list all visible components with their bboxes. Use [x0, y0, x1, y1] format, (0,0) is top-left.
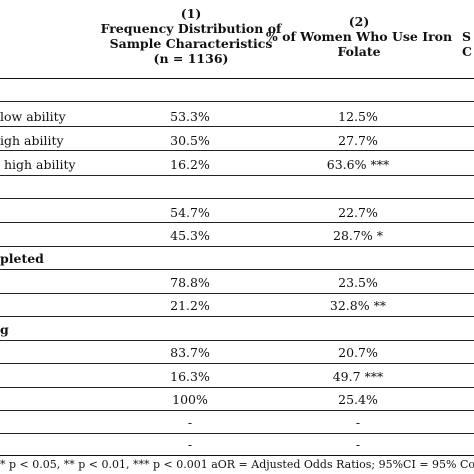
row-divider — [0, 363, 474, 364]
column-header-line: Folate — [337, 44, 381, 59]
frequency-cell: 78.8% — [170, 275, 210, 290]
row-label: igh ability — [0, 133, 64, 148]
bottom-rule — [0, 455, 474, 456]
iron-folate-cell: 25.4% — [338, 392, 378, 407]
row-divider — [0, 340, 474, 341]
column-header-line: (n = 1136) — [153, 51, 229, 66]
row-divider — [0, 222, 474, 223]
frequency-cell: 54.7% — [170, 205, 210, 220]
frequency-cell: 53.3% — [170, 109, 210, 124]
column-header-line: % of Women Who Use Iron — [265, 29, 453, 44]
iron-folate-cell: 12.5% — [338, 109, 378, 124]
row-divider — [0, 126, 474, 127]
column-header-partial: C — [462, 44, 472, 59]
frequency-cell: 21.2% — [170, 298, 210, 313]
column-number: (2) — [348, 14, 370, 29]
column-header-line: Sample Characteristics — [109, 36, 273, 51]
column-header-frequency-distribution: (1) Frequency Distribution of Sample Cha… — [78, 6, 304, 66]
iron-folate-cell: 27.7% — [338, 133, 378, 148]
row-divider — [0, 316, 474, 317]
row-divider — [0, 175, 474, 176]
section-label: pleted — [0, 251, 44, 266]
iron-folate-cell: 28.7% * — [333, 228, 383, 243]
row-divider — [0, 198, 474, 199]
row-divider — [0, 269, 474, 270]
column-number: (1) — [180, 6, 202, 21]
row-divider — [0, 433, 474, 434]
frequency-cell: - — [187, 437, 193, 452]
frequency-cell: 100% — [172, 392, 208, 407]
row-divider — [0, 293, 474, 294]
row-divider — [0, 150, 474, 151]
row-label: high ability — [0, 157, 76, 172]
frequency-cell: 16.3% — [170, 369, 210, 384]
frequency-cell: 16.2% — [170, 157, 210, 172]
frequency-cell: 45.3% — [170, 228, 210, 243]
row-divider — [0, 410, 474, 411]
iron-folate-cell: - — [355, 415, 361, 430]
header-rule — [0, 78, 474, 79]
iron-folate-cell: 49.7 *** — [332, 369, 384, 384]
frequency-cell: 30.5% — [170, 133, 210, 148]
row-divider — [0, 246, 474, 247]
section-label: g — [0, 322, 9, 337]
column-header-iron-folate: (2) % of Women Who Use Iron Folate — [250, 14, 468, 59]
iron-folate-cell: 32.8% ** — [329, 298, 387, 313]
iron-folate-cell: - — [355, 437, 361, 452]
table-footnote: * p < 0.05, ** p < 0.01, *** p < 0.001 a… — [0, 458, 474, 471]
iron-folate-cell: 23.5% — [338, 275, 378, 290]
frequency-cell: - — [187, 415, 193, 430]
iron-folate-cell: 63.6% *** — [326, 157, 390, 172]
column-header-line: Frequency Distribution of — [100, 21, 282, 36]
iron-folate-cell: 22.7% — [338, 205, 378, 220]
iron-folate-cell: 20.7% — [338, 345, 378, 360]
frequency-cell: 83.7% — [170, 345, 210, 360]
row-divider — [0, 387, 474, 388]
column-header-partial: S — [462, 29, 472, 44]
row-divider — [0, 101, 474, 102]
row-label: low ability — [0, 109, 66, 124]
